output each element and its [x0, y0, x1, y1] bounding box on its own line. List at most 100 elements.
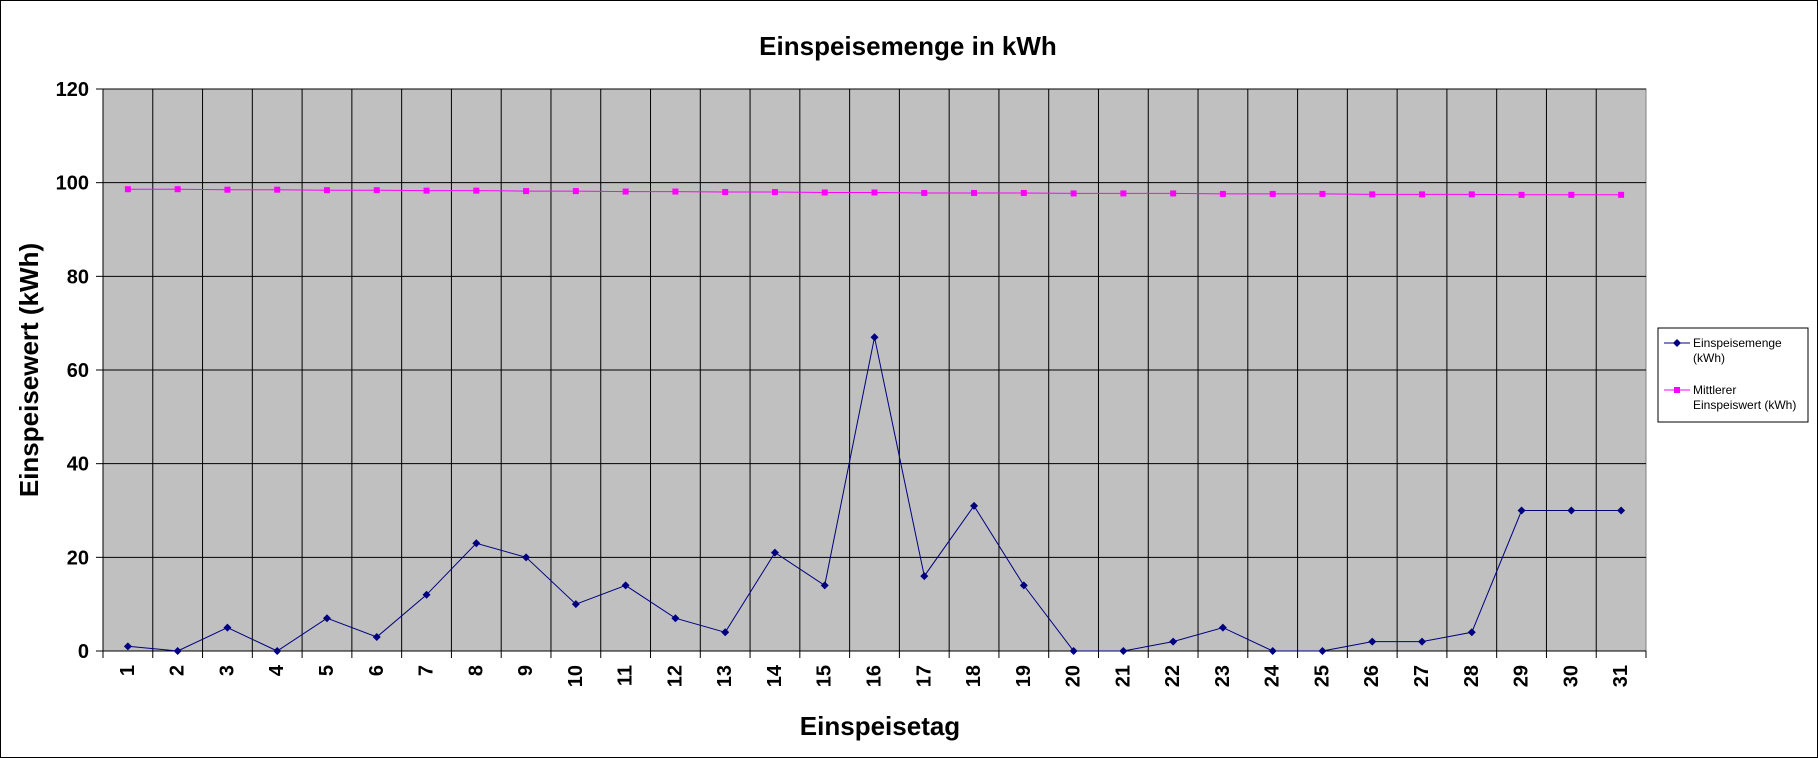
data-point-diamond: [472, 539, 481, 548]
data-point-square: [1269, 190, 1276, 197]
data-point-diamond: [721, 628, 730, 637]
data-point-square: [622, 188, 629, 195]
x-tick-label: 1: [117, 665, 139, 676]
chart-title: Einspeisemenge in kWh: [759, 31, 1057, 61]
data-point-square: [523, 188, 530, 195]
x-tick-label: 5: [316, 665, 338, 676]
legend-label: Einspeisemenge: [1693, 336, 1782, 350]
y-tick-label: 40: [67, 454, 89, 476]
legend-marker-square: [1674, 387, 1680, 393]
data-point-diamond: [223, 623, 232, 632]
data-point-diamond: [1567, 506, 1576, 515]
legend: Einspeisemenge(kWh) MittlererEinspeiswert…: [1657, 327, 1809, 423]
data-point-diamond: [1268, 647, 1277, 655]
x-tick-label: 8: [465, 665, 487, 676]
legend-label: Mittlerer: [1693, 383, 1736, 397]
y-tick-label: 0: [78, 641, 89, 663]
data-point-square: [473, 187, 480, 194]
data-point-square: [174, 186, 181, 193]
x-tick-label: 16: [864, 665, 886, 687]
data-point-square: [771, 189, 778, 196]
data-point-diamond: [422, 590, 431, 599]
vertical-gridlines: [152, 89, 1597, 651]
data-point-diamond: [1119, 647, 1128, 655]
legend-marker-diamond: [1673, 339, 1681, 347]
data-point-diamond: [920, 572, 929, 581]
x-tick-label: 26: [1361, 665, 1383, 687]
legend-box: [1657, 327, 1809, 423]
x-tick-label: 7: [416, 665, 438, 676]
data-point-square: [1568, 191, 1575, 198]
data-point-square: [1618, 191, 1625, 198]
x-tick-label: 9: [515, 665, 537, 676]
x-tick-label: 17: [913, 665, 935, 687]
data-point-diamond: [621, 581, 630, 590]
data-point-diamond: [1069, 647, 1078, 655]
legend-label: Einspeiswert (kWh): [1693, 398, 1796, 412]
x-tick-label: 6: [366, 665, 388, 676]
data-point-diamond: [770, 548, 779, 557]
x-axis-ticks: 1 2 3 4 5 6 7 8 9 10 11 12 13 14 15 16 17 18 19 20 21 22 23 24 2…: [102, 651, 1647, 687]
data-point-diamond: [1517, 506, 1526, 515]
y-axis-label: Einspeisewert (kWh): [14, 243, 44, 497]
data-point-diamond: [1218, 623, 1227, 632]
data-point-square: [871, 189, 878, 196]
data-point-diamond: [1617, 506, 1626, 515]
data-point-diamond: [522, 553, 531, 562]
data-point-square: [1170, 190, 1177, 197]
x-tick-label: 22: [1162, 665, 1184, 687]
data-point-diamond: [273, 647, 282, 655]
legend-label: (kWh): [1693, 351, 1725, 365]
x-tick-label: 2: [167, 665, 189, 676]
data-point-square: [323, 187, 330, 194]
data-point-diamond: [820, 581, 829, 590]
x-tick-label: 18: [963, 665, 985, 687]
data-point-diamond: [1169, 637, 1178, 646]
data-point-square: [1219, 190, 1226, 197]
data-point-square: [1020, 189, 1027, 196]
data-point-square: [1369, 191, 1376, 198]
data-point-square: [274, 186, 281, 193]
data-point-square: [1120, 190, 1127, 197]
x-tick-label: 3: [216, 665, 238, 676]
x-tick-label: 24: [1262, 664, 1284, 687]
x-tick-label: 23: [1212, 665, 1234, 687]
data-point-diamond: [970, 501, 979, 510]
horizontal-gridlines: [103, 88, 1646, 558]
data-point-diamond: [123, 642, 132, 651]
x-tick-label: 4: [266, 664, 288, 676]
x-tick-label: 19: [1013, 665, 1035, 687]
x-tick-label: 15: [814, 665, 836, 687]
data-point-square: [672, 188, 679, 195]
x-tick-label: 21: [1112, 665, 1134, 687]
data-point-diamond: [870, 333, 879, 342]
y-axis-ticks: 0 20 40 60 80 100 120: [56, 79, 103, 663]
data-point-square: [1319, 190, 1326, 197]
data-point-square: [971, 189, 978, 196]
data-point-square: [224, 186, 231, 193]
data-point-diamond: [1418, 637, 1427, 646]
y-tick-label: 60: [67, 360, 89, 382]
x-tick-label: 12: [664, 665, 686, 687]
x-tick-label: 27: [1411, 665, 1433, 687]
y-tick-label: 20: [67, 547, 89, 569]
data-point-square: [1518, 191, 1525, 198]
data-point-square: [1419, 191, 1426, 198]
x-tick-label: 25: [1311, 665, 1333, 687]
data-point-square: [373, 187, 380, 194]
data-point-square: [1468, 191, 1475, 198]
data-point-diamond: [1019, 581, 1028, 590]
y-tick-label: 100: [56, 173, 89, 195]
data-point-square: [921, 189, 928, 196]
data-point-diamond: [1467, 628, 1476, 637]
data-point-square: [124, 186, 131, 193]
y-tick-label: 120: [56, 79, 89, 101]
x-tick-label: 31: [1610, 665, 1632, 687]
data-point-square: [572, 188, 579, 195]
data-point-diamond: [671, 614, 680, 623]
data-point-diamond: [1318, 647, 1327, 655]
y-tick-label: 80: [67, 266, 89, 288]
series-markers: [123, 186, 1626, 655]
data-point-square: [1070, 190, 1077, 197]
x-tick-label: 14: [764, 664, 786, 687]
